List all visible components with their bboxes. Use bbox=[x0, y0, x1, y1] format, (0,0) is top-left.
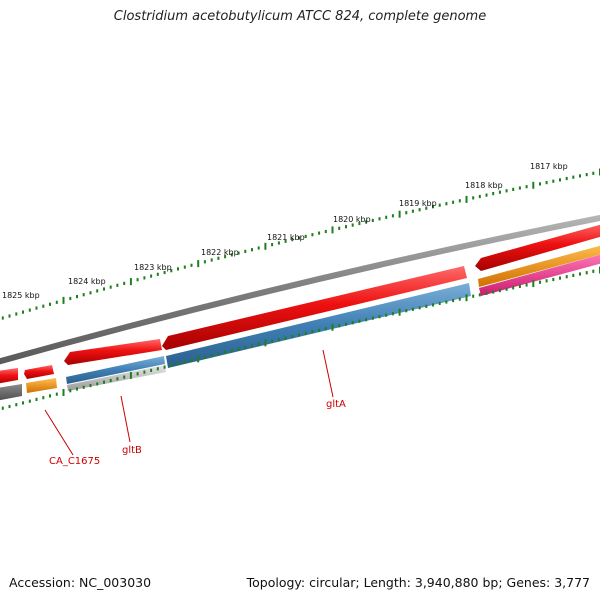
accession-text: Accession: NC_003030 bbox=[9, 575, 152, 590]
gene-feature-forward[interactable] bbox=[64, 339, 162, 365]
forward-strand-track bbox=[0, 222, 600, 385]
track-feature-dark[interactable] bbox=[0, 384, 22, 402]
scale-label: 1823 kbp bbox=[134, 263, 172, 272]
scale-label: 1819 kbp bbox=[399, 199, 437, 208]
scale-label: 1818 kbp bbox=[465, 181, 503, 190]
scale-label: 1822 kbp bbox=[201, 248, 239, 257]
gene-feature-forward[interactable] bbox=[162, 266, 467, 350]
scale-tick-ring-outer bbox=[1, 168, 600, 320]
map-title: Clostridium acetobutylicum ATCC 824, com… bbox=[113, 9, 487, 24]
gene-label[interactable]: gltB bbox=[122, 445, 142, 456]
scale-labels: 1817 kbp 1818 kbp 1819 kbp 1820 kbp 1821… bbox=[2, 162, 568, 300]
gene-feature-forward[interactable] bbox=[0, 368, 18, 385]
leader-line bbox=[44, 409, 74, 456]
scale-label: 1821 kbp bbox=[267, 233, 305, 242]
scale-label: 1820 kbp bbox=[333, 215, 371, 224]
gene-feature-forward[interactable] bbox=[475, 222, 600, 271]
scale-label: 1824 kbp bbox=[68, 277, 106, 286]
gene-label-leaders bbox=[44, 349, 334, 456]
gene-labels: CA_C1675 gltB gltA bbox=[49, 399, 346, 467]
leader-line bbox=[322, 349, 334, 398]
scale-label: 1817 kbp bbox=[530, 162, 568, 171]
scale-label: 1825 kbp bbox=[2, 291, 40, 300]
reverse-strand-track bbox=[66, 283, 471, 391]
gene-feature-reverse[interactable] bbox=[66, 356, 165, 384]
genome-summary-text: Topology: circular; Length: 3,940,880 bp… bbox=[246, 575, 590, 590]
gene-label[interactable]: CA_C1675 bbox=[49, 456, 100, 467]
track-feature-orange[interactable] bbox=[26, 378, 57, 393]
scale-tick-ring-inner bbox=[1, 266, 600, 410]
genome-backbone bbox=[0, 214, 600, 365]
gene-label[interactable]: gltA bbox=[326, 399, 346, 410]
leader-line bbox=[120, 395, 131, 443]
track-feature-orange[interactable] bbox=[478, 243, 600, 287]
gene-feature-forward[interactable] bbox=[24, 365, 54, 379]
gene-feature-reverse[interactable] bbox=[166, 283, 471, 368]
secondary-tracks bbox=[0, 243, 600, 402]
track-feature-pink[interactable] bbox=[479, 252, 600, 296]
